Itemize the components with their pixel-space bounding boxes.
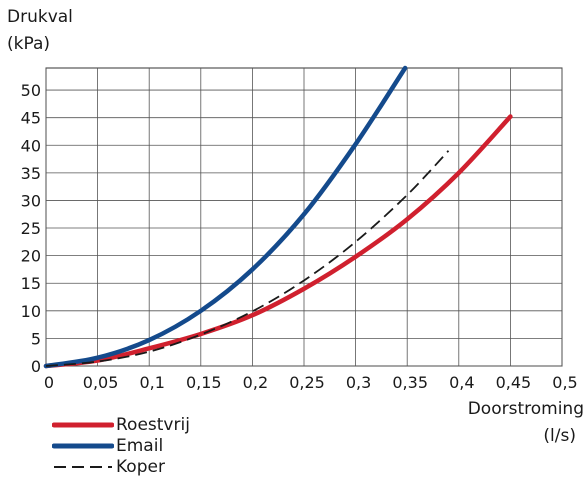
grid [45, 67, 563, 367]
x-tick-label: 0,1 [139, 373, 164, 392]
y-tick-label: 45 [21, 109, 41, 128]
y-tick-label: 20 [21, 247, 41, 266]
y-tick-label: 35 [21, 164, 41, 183]
series-line-roestvrij [43, 114, 513, 369]
y-tick-labels: 0 5 10 15 20 25 30 35 40 45 50 [21, 81, 41, 376]
x-tick-label: 0,4 [449, 373, 474, 392]
y-tick-label: 50 [21, 81, 41, 100]
y-tick-label: 10 [21, 302, 41, 321]
legend-item-roestvrij: Roestvrij [52, 414, 190, 435]
legend-label-koper: Koper [116, 456, 165, 477]
legend-label-roestvrij: Roestvrij [116, 414, 190, 435]
y-tick-label: 5 [31, 329, 41, 348]
x-tick-label: 0,2 [243, 373, 268, 392]
x-tick-label: 0,25 [289, 373, 325, 392]
x-tick-label: 0,5 [552, 373, 577, 392]
legend-swatch-roestvrij [52, 420, 114, 430]
series-line-email [43, 65, 408, 369]
x-tick-label: 0,05 [83, 373, 119, 392]
y-tick-label: 15 [21, 274, 41, 293]
x-axis-title-line-2: (l/s) [543, 426, 576, 446]
y-axis-title-line-1: Drukval [7, 7, 73, 27]
legend-swatch-koper [52, 462, 114, 472]
legend-swatch-email [52, 441, 114, 451]
y-tick-label: 30 [21, 191, 41, 210]
legend-item-koper: Koper [52, 456, 190, 477]
y-tick-label: 0 [31, 357, 41, 376]
x-tick-label: 0 [44, 373, 54, 392]
x-tick-label: 0,15 [186, 373, 222, 392]
x-tick-label: 0,3 [346, 373, 371, 392]
series-line-koper [45, 150, 450, 367]
legend-label-email: Email [116, 435, 164, 456]
x-tick-label: 0,35 [392, 373, 428, 392]
chart: 0 0,05 0,1 0,15 0,2 0,25 0,3 0,35 0,4 0,45 0,5 0 5 1… [21, 65, 578, 392]
y-tick-label: 40 [21, 136, 41, 155]
legend: Roestvrij Email Koper [52, 414, 190, 477]
x-axis-title-line-1: Doorstroming [467, 399, 584, 419]
y-tick-label: 25 [21, 219, 41, 238]
y-axis-title-line-2: (kPa) [7, 34, 51, 54]
x-tick-labels: 0 0,05 0,1 0,15 0,2 0,25 0,3 0,35 0,4 0,45 0,5 [44, 373, 578, 392]
legend-item-email: Email [52, 435, 190, 456]
x-tick-label: 0,45 [496, 373, 532, 392]
series-lines [43, 65, 513, 369]
